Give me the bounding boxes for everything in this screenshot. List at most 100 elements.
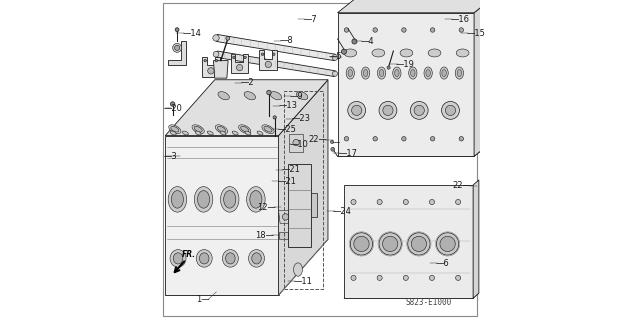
Ellipse shape xyxy=(409,67,417,79)
Ellipse shape xyxy=(220,131,226,135)
Text: —2: —2 xyxy=(241,78,255,87)
Circle shape xyxy=(456,199,461,204)
Ellipse shape xyxy=(294,263,303,276)
Ellipse shape xyxy=(171,126,179,132)
Polygon shape xyxy=(337,141,493,156)
Text: —15: —15 xyxy=(467,29,486,38)
Polygon shape xyxy=(344,293,479,298)
Ellipse shape xyxy=(428,49,441,57)
Circle shape xyxy=(459,137,463,141)
Ellipse shape xyxy=(344,49,356,57)
Circle shape xyxy=(261,53,264,56)
Circle shape xyxy=(213,51,219,57)
Circle shape xyxy=(348,101,365,119)
Circle shape xyxy=(273,116,276,119)
Polygon shape xyxy=(216,34,335,61)
Circle shape xyxy=(442,101,460,119)
Circle shape xyxy=(373,28,378,32)
Circle shape xyxy=(215,59,218,62)
Polygon shape xyxy=(216,51,335,77)
Circle shape xyxy=(445,105,456,115)
Circle shape xyxy=(175,28,179,32)
Circle shape xyxy=(208,68,214,74)
Text: —23: —23 xyxy=(291,114,310,123)
Circle shape xyxy=(379,233,401,255)
Circle shape xyxy=(293,139,300,146)
Ellipse shape xyxy=(169,125,181,134)
Polygon shape xyxy=(165,80,328,136)
Text: 12—: 12— xyxy=(257,203,276,212)
Circle shape xyxy=(429,199,435,204)
Polygon shape xyxy=(278,80,328,295)
Circle shape xyxy=(344,28,349,32)
Text: —3: —3 xyxy=(164,152,177,161)
Ellipse shape xyxy=(378,67,386,79)
Circle shape xyxy=(403,275,408,280)
Text: —19: —19 xyxy=(396,60,415,69)
Ellipse shape xyxy=(245,131,251,135)
Text: —9: —9 xyxy=(289,92,303,101)
Text: —7: —7 xyxy=(303,15,317,24)
Text: —4: —4 xyxy=(361,37,374,46)
Circle shape xyxy=(332,71,337,76)
Polygon shape xyxy=(289,134,303,152)
Ellipse shape xyxy=(218,126,225,132)
Circle shape xyxy=(350,233,372,255)
Ellipse shape xyxy=(246,187,265,212)
Circle shape xyxy=(373,137,378,141)
Circle shape xyxy=(332,55,338,60)
Circle shape xyxy=(213,35,219,41)
Ellipse shape xyxy=(372,49,385,57)
Polygon shape xyxy=(344,185,473,298)
Text: —5: —5 xyxy=(329,52,342,61)
Ellipse shape xyxy=(252,253,261,264)
Circle shape xyxy=(408,233,430,255)
Circle shape xyxy=(403,199,408,204)
Ellipse shape xyxy=(393,67,401,79)
Polygon shape xyxy=(214,61,228,78)
Circle shape xyxy=(354,236,369,252)
Circle shape xyxy=(377,199,382,204)
Ellipse shape xyxy=(173,253,183,264)
Polygon shape xyxy=(202,57,220,77)
Circle shape xyxy=(226,36,230,40)
Circle shape xyxy=(352,39,357,44)
Circle shape xyxy=(430,28,435,32)
Circle shape xyxy=(267,90,271,95)
Ellipse shape xyxy=(270,92,282,100)
Circle shape xyxy=(344,137,349,141)
Polygon shape xyxy=(165,239,328,295)
Circle shape xyxy=(430,137,435,141)
Ellipse shape xyxy=(440,67,448,79)
Polygon shape xyxy=(279,232,288,239)
Ellipse shape xyxy=(170,249,186,267)
Text: —16: —16 xyxy=(451,15,470,24)
Ellipse shape xyxy=(207,131,213,135)
Polygon shape xyxy=(259,50,277,70)
Ellipse shape xyxy=(257,131,263,135)
Ellipse shape xyxy=(195,187,213,212)
Ellipse shape xyxy=(223,190,236,208)
Text: —24: —24 xyxy=(333,207,352,216)
Circle shape xyxy=(331,147,335,151)
Polygon shape xyxy=(473,180,479,298)
Ellipse shape xyxy=(215,125,228,134)
Circle shape xyxy=(173,43,182,52)
Circle shape xyxy=(459,28,463,32)
Circle shape xyxy=(170,102,175,106)
Circle shape xyxy=(236,64,243,71)
Ellipse shape xyxy=(196,249,212,267)
Ellipse shape xyxy=(442,70,446,77)
Ellipse shape xyxy=(200,253,209,264)
Text: —20: —20 xyxy=(164,104,182,113)
Text: —21: —21 xyxy=(282,165,301,174)
Ellipse shape xyxy=(362,67,370,79)
Circle shape xyxy=(351,105,362,115)
Polygon shape xyxy=(474,0,493,156)
Ellipse shape xyxy=(239,125,251,134)
Ellipse shape xyxy=(380,70,384,77)
Ellipse shape xyxy=(296,92,308,100)
Circle shape xyxy=(412,236,426,252)
Polygon shape xyxy=(165,136,278,295)
Ellipse shape xyxy=(411,70,415,77)
